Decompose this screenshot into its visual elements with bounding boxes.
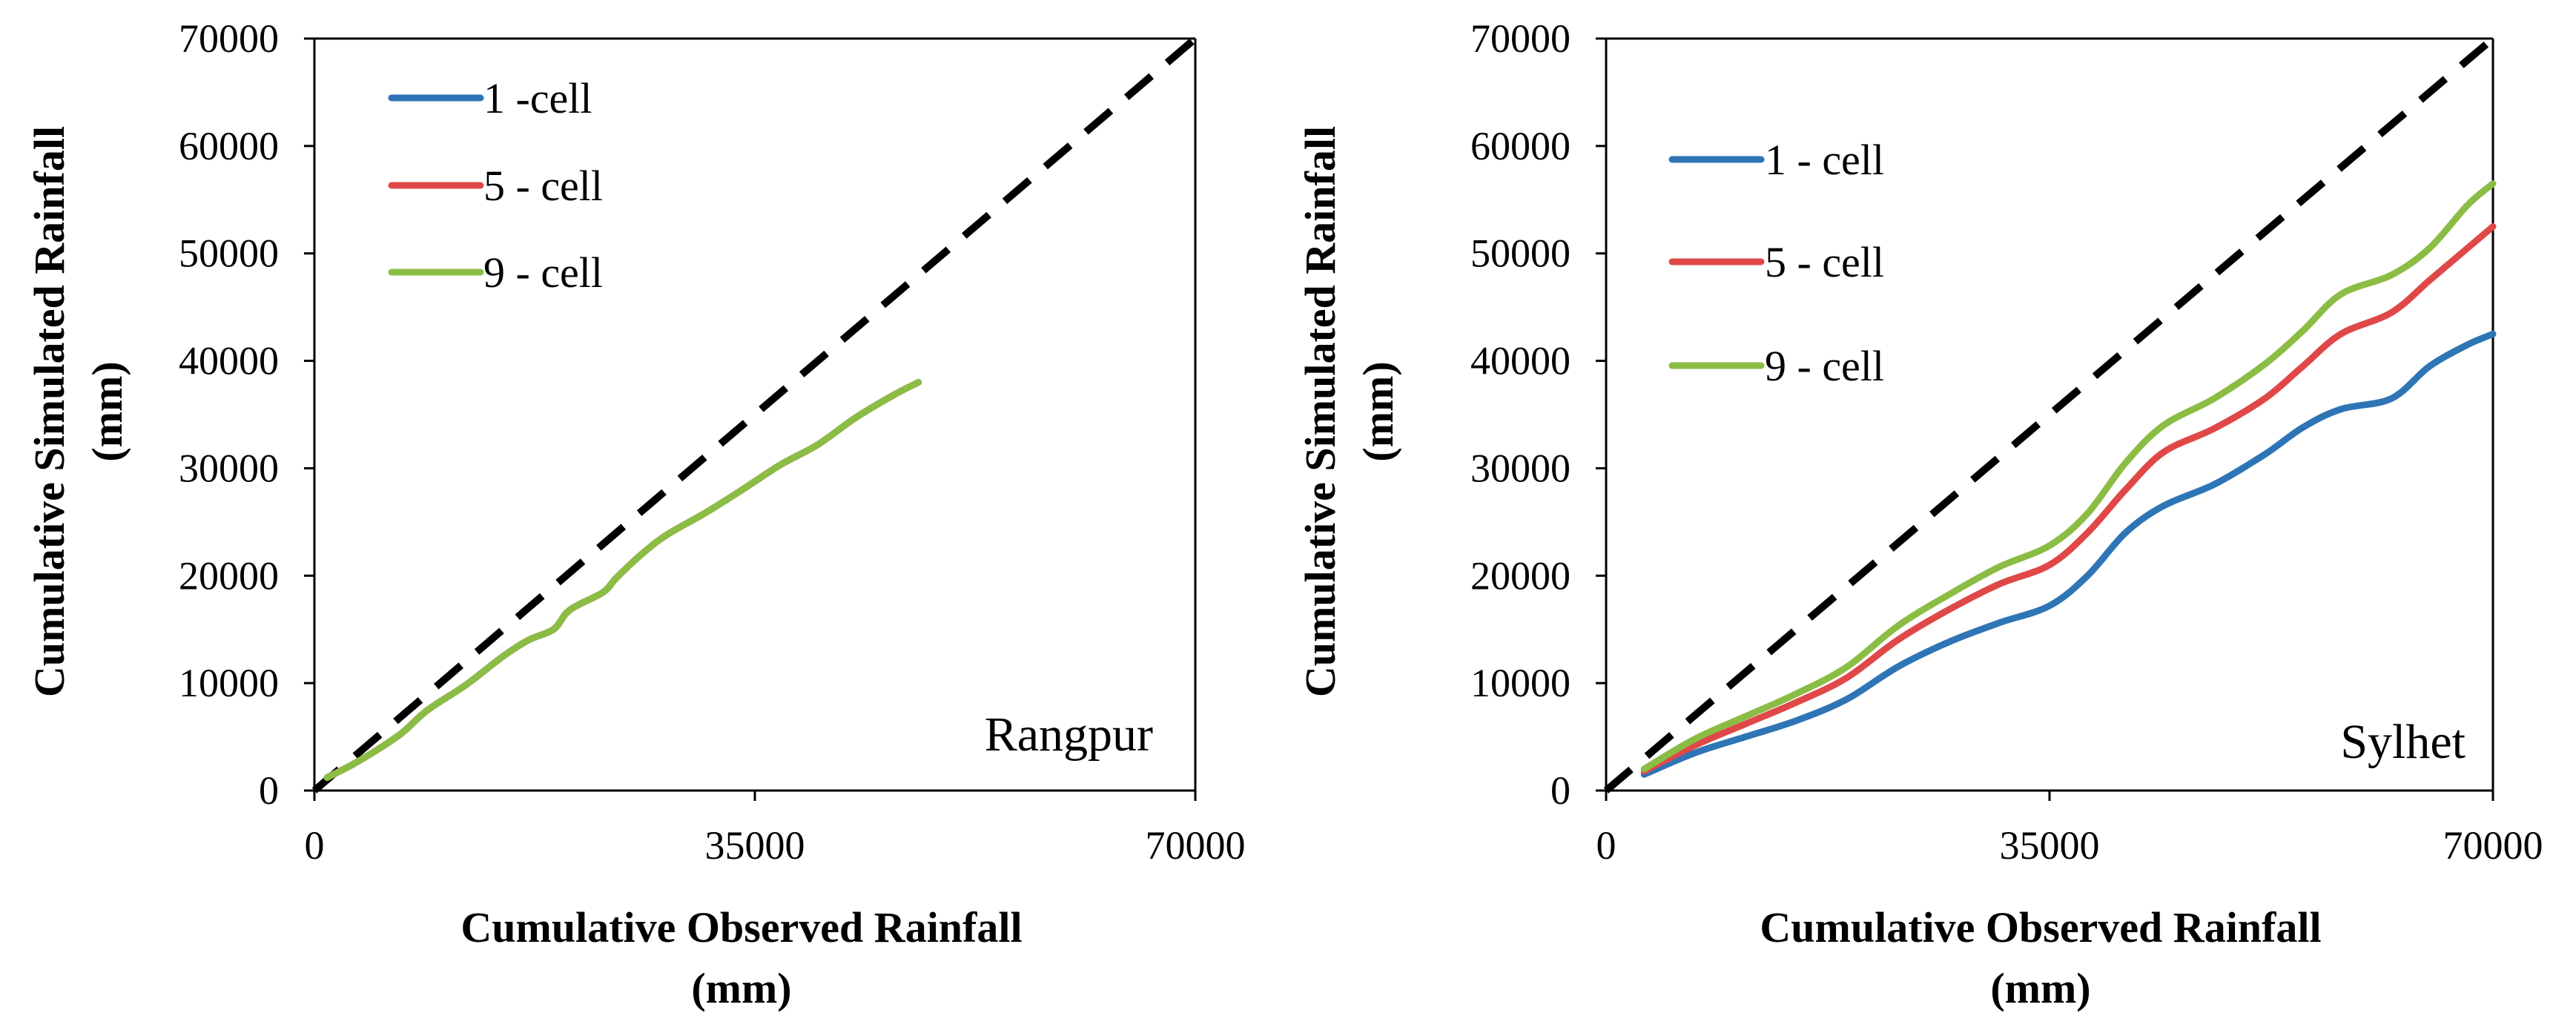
station-label: Sylhet [2340, 715, 2466, 769]
x-tick-label-70000: 70000 [2443, 823, 2543, 868]
y-axis-unit: (mm) [83, 361, 131, 461]
reference-line-group [1603, 36, 2496, 794]
y-tick-label-0: 0 [259, 768, 279, 813]
y-tick-label-10000: 10000 [179, 661, 279, 705]
reference-line-group [311, 36, 1198, 794]
series-line-9-cell [323, 379, 922, 782]
y-tick-label-20000: 20000 [179, 553, 279, 598]
y-tick-label-70000: 70000 [179, 16, 279, 61]
chart-sylhet: 0 10000 20000 30000 40000 50000 60000 70000 0 35… [1296, 16, 2543, 1012]
x-tick-label-35000: 35000 [2000, 823, 2100, 868]
x-axis-unit: (mm) [691, 964, 791, 1012]
legend: 1 -cell 5 - cell 9 - cell [388, 74, 603, 297]
legend-label-9-cell: 9 - cell [1765, 342, 1884, 390]
series-group [323, 379, 922, 782]
x-axis-title: Cumulative Observed Rainfall [460, 903, 1022, 951]
y-tick-label-50000: 50000 [179, 231, 279, 276]
legend-label-9-cell: 9 - cell [483, 248, 603, 297]
reference-line-1-1 [311, 36, 1198, 794]
x-tick-label-35000: 35000 [705, 823, 805, 868]
y-axis-title: Cumulative Simulated Rainfall [25, 126, 73, 697]
y-ticks: 0 10000 20000 30000 40000 50000 60000 70000 [1470, 16, 1606, 813]
y-tick-label-30000: 30000 [1470, 446, 1571, 490]
series-line-1-cell [1640, 330, 2497, 778]
y-tick-label-0: 0 [1550, 768, 1571, 813]
legend-label-1-cell: 1 -cell [483, 74, 592, 122]
y-tick-label-40000: 40000 [179, 339, 279, 383]
series-line-5-cell [1640, 223, 2497, 775]
x-ticks: 0 35000 70000 [1596, 791, 2543, 868]
y-tick-label-30000: 30000 [179, 446, 279, 490]
station-label: Rangpur [985, 707, 1153, 762]
y-tick-label-50000: 50000 [1470, 231, 1571, 276]
x-axis-unit: (mm) [1990, 964, 2090, 1012]
legend: 1 - cell 5 - cell 9 - cell [1668, 136, 1884, 390]
y-tick-label-40000: 40000 [1470, 339, 1571, 383]
x-tick-label-0: 0 [305, 823, 325, 868]
x-ticks: 0 35000 70000 [305, 791, 1246, 868]
y-axis-unit: (mm) [1354, 361, 1402, 461]
reference-line-1-1 [1603, 36, 2496, 794]
y-tick-label-20000: 20000 [1470, 553, 1571, 598]
series-line-9-cell [1640, 180, 2497, 773]
chart-rangpur: 0 10000 20000 30000 40000 50000 60000 70000 0 35… [25, 16, 1246, 1012]
series-group [1640, 180, 2497, 778]
x-axis-title: Cumulative Observed Rainfall [1760, 903, 2321, 951]
legend-label-1-cell: 1 - cell [1765, 136, 1884, 184]
y-tick-label-10000: 10000 [1470, 661, 1571, 705]
y-tick-label-60000: 60000 [1470, 124, 1571, 168]
y-axis-title: Cumulative Simulated Rainfall [1296, 126, 1344, 697]
x-tick-label-0: 0 [1596, 823, 1616, 868]
y-tick-label-60000: 60000 [179, 124, 279, 168]
x-tick-label-70000: 70000 [1146, 823, 1246, 868]
legend-label-5-cell: 5 - cell [483, 162, 603, 210]
y-tick-label-70000: 70000 [1470, 16, 1571, 61]
legend-label-5-cell: 5 - cell [1765, 238, 1884, 286]
y-ticks: 0 10000 20000 30000 40000 50000 60000 70000 [179, 16, 314, 813]
